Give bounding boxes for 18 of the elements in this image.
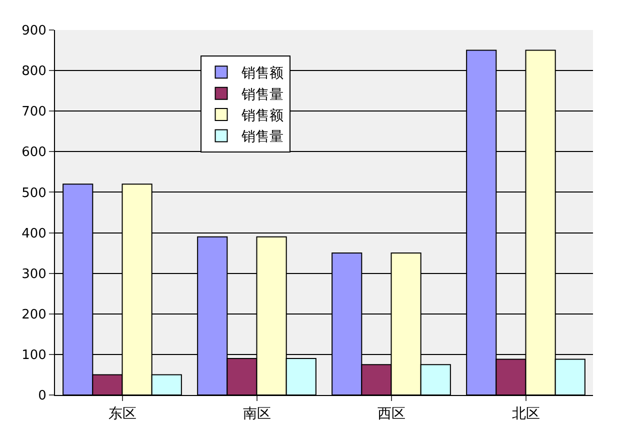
y-tick-label: 300 xyxy=(22,266,46,282)
y-tick-label: 700 xyxy=(22,104,46,120)
legend-label: 销售额 xyxy=(240,108,284,124)
legend-label: 销售额 xyxy=(240,66,284,82)
y-tick-label: 0 xyxy=(38,388,46,404)
x-tick-label: 东区 xyxy=(108,406,136,422)
y-tick-label: 800 xyxy=(22,64,46,80)
y-tick-label: 100 xyxy=(22,348,46,363)
y-tick-label: 600 xyxy=(22,145,46,160)
y-tick-label: 900 xyxy=(22,24,46,39)
x-tick-label: 北区 xyxy=(512,406,540,422)
legend-label: 销售量 xyxy=(240,129,284,146)
x-tick-label: 西区 xyxy=(377,406,406,422)
x-tick-label: 南区 xyxy=(242,406,271,422)
y-tick-label: 500 xyxy=(22,186,46,201)
legend-label: 销售量 xyxy=(240,86,284,103)
y-tick-label: 400 xyxy=(22,226,46,242)
y-tick-label: 200 xyxy=(22,307,46,322)
